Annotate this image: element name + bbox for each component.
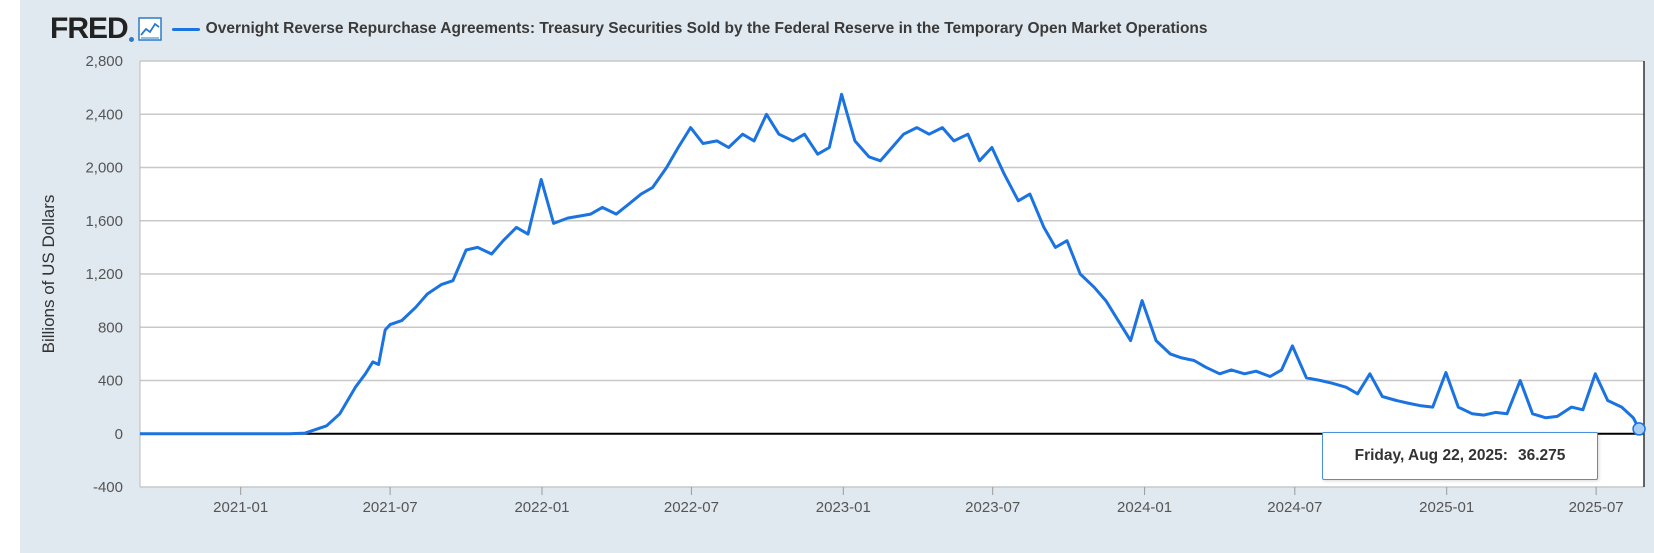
x-tick-label: 2025-01 [1419,499,1474,516]
x-tick-label: 2024-07 [1267,499,1322,516]
x-tick-label: 2021-01 [213,499,268,516]
x-tick-label: 2025-07 [1569,499,1624,516]
x-tick-label: 2022-01 [514,499,569,516]
line-chart-icon[interactable] [137,17,162,41]
y-tick-label: 800 [98,319,123,336]
tooltip: Friday, Aug 22, 2025: 36.275 [1322,432,1598,480]
x-tick-label: 2023-01 [816,499,871,516]
y-tick-label: 400 [98,373,123,390]
hover-point[interactable] [1632,422,1646,436]
y-tick-label: 2,000 [85,160,123,177]
y-tick-label: 2,400 [85,106,123,123]
y-axis-label: Billions of US Dollars [39,195,58,354]
tooltip-value: 36.275 [1517,447,1566,464]
y-tick-label: 2,800 [85,53,123,70]
y-axis: -400 0 400 800 1,200 1,600 2,000 2,400 2,800 [85,53,123,496]
chart-title: Overnight Reverse Repurchase Agreements:… [205,20,1208,37]
x-tick-label: 2023-07 [965,499,1020,516]
x-tick-label: 2024-01 [1117,499,1172,516]
x-tick-label: 2022-07 [664,499,719,516]
y-tick-label: 0 [115,426,123,443]
legend-swatch [171,27,200,31]
chart-header: FRED Overnight Reverse Repurchase Agreem… [50,12,1208,46]
tooltip-date: Friday, Aug 22, 2025: [1354,447,1508,464]
y-tick-label: 1,200 [85,266,123,283]
y-tick-label: 1,600 [85,213,123,230]
series-line[interactable] [140,92,1641,436]
x-tick-label: 2021-07 [363,499,418,516]
y-tick-label: -400 [93,479,123,496]
x-axis: 2021-01 2021-07 2022-01 2022-07 2023-01 2023-… [213,487,1624,516]
fred-logo[interactable]: FRED [50,14,134,44]
